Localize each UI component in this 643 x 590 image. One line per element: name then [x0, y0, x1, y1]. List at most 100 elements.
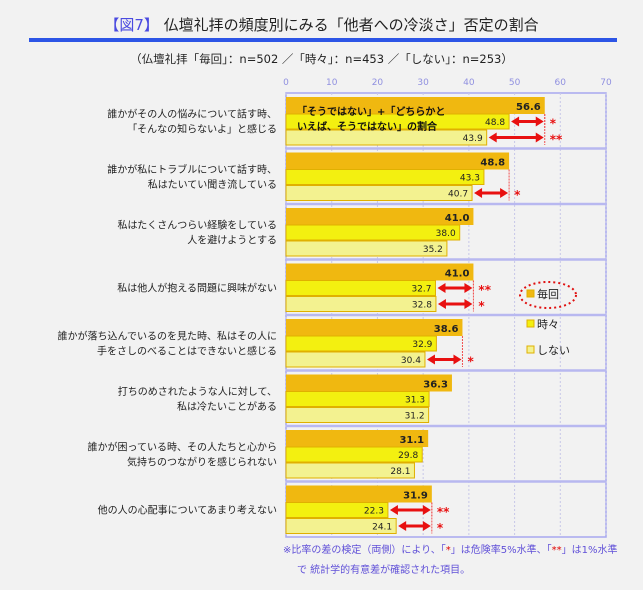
data-label: 36.3 [423, 380, 448, 391]
category-label: 打ちのめされたような人に対して、 [118, 385, 277, 398]
note-text: 」は危険率5%水準、「 [450, 545, 552, 556]
data-label: 29.8 [398, 451, 418, 461]
data-label: 43.9 [463, 134, 483, 144]
legend-label: しない [537, 344, 570, 357]
title-underline [29, 38, 617, 42]
bar-毎回 [286, 263, 474, 281]
significance-mark: * [467, 355, 474, 369]
significance-mark: ** [437, 505, 450, 519]
legend-swatch [526, 319, 535, 328]
bar-時々 [285, 113, 510, 130]
data-label: 31.2 [405, 412, 425, 422]
annotation-text: 「そうではない」+「どちらかと [297, 105, 445, 118]
bar-毎回 [286, 319, 463, 336]
note-star: ** [551, 545, 562, 556]
x-tick-label: 50 [509, 78, 521, 88]
arrow-head [422, 521, 431, 531]
x-tick-label: 10 [326, 78, 338, 88]
arrow-head [464, 283, 473, 293]
data-label: 40.7 [448, 190, 468, 200]
bar-しない [285, 240, 448, 257]
significance-mark: * [478, 299, 485, 313]
annotation-text: いえば、そうではない」の割合 [297, 120, 438, 133]
data-label: 28.1 [390, 467, 410, 477]
x-tick-label: 0 [283, 78, 289, 88]
data-label: 56.6 [516, 102, 541, 113]
significance-mark: * [514, 188, 521, 202]
data-label: 22.3 [364, 507, 384, 517]
data-label: 48.8 [485, 118, 505, 128]
bar-毎回 [286, 152, 510, 170]
data-label: 31.1 [399, 435, 424, 446]
data-label: 48.8 [480, 158, 505, 169]
data-label: 32.7 [411, 285, 431, 295]
bar-毎回 [286, 374, 452, 392]
data-label: 41.0 [445, 269, 470, 280]
legend-label: 時々 [537, 318, 559, 331]
arrow-head [453, 354, 462, 365]
category-label: 私はたいてい聞き流している [148, 178, 277, 191]
arrow-head [464, 299, 473, 309]
significance-mark: ** [550, 133, 563, 147]
category-label: 私は他人が抱える問題に興味がない [117, 281, 277, 294]
category-label: 手をさしのべることはできないと感じる [97, 344, 277, 357]
data-label: 32.9 [412, 340, 432, 350]
bar-しない [285, 185, 473, 201]
bar-時々 [285, 502, 389, 518]
bar-しない [285, 407, 430, 423]
note-text: で 統計学的有意差が確認された項目。 [297, 565, 471, 576]
bar-毎回 [286, 485, 432, 503]
data-label: 43.3 [460, 174, 480, 184]
note-text: ※比率の差の検定（両側）により、「 [283, 545, 446, 556]
chart-subtitle: （仏壇礼拝「毎回」：n=502 ／「時々」：n=453 ／「しない」：n=253… [130, 52, 513, 66]
data-label: 35.2 [423, 245, 443, 255]
arrow-head [389, 505, 398, 515]
category-label: 誰かが私にトラブルについて話す時、 [107, 163, 277, 176]
arrow-head [437, 299, 446, 309]
data-label: 30.4 [401, 356, 421, 366]
figure-number: 【図7】 [104, 16, 159, 34]
category-label: 誰かが困っている時、その人たちと心から [88, 440, 278, 453]
category-label: 誰かが落ち込んでいるのを見た時、私はその人に [58, 329, 278, 342]
bar-時々 [285, 224, 461, 241]
significance-mark: ** [478, 283, 491, 297]
bar-しない [285, 518, 397, 534]
data-label: 41.0 [445, 213, 470, 224]
legend-highlight [519, 281, 577, 309]
data-label: 38.0 [436, 229, 456, 239]
legend-swatch [526, 289, 535, 298]
title-text: 仏壇礼拝の頻度別にみる「他者への冷淡さ」否定の割合 [163, 16, 539, 34]
arrow-head [488, 132, 497, 143]
data-label: 24.1 [372, 523, 392, 533]
arrow-head [535, 116, 544, 127]
significance-mark: * [550, 117, 557, 131]
category-label: 誰かがその人の悩みについて話す時、 [107, 107, 277, 120]
data-label: 38.6 [434, 324, 459, 335]
arrow-head [422, 505, 431, 515]
data-label: 31.3 [405, 396, 425, 406]
category-label: 気持ちのつながりを感じられない [127, 455, 277, 468]
bar-しない [285, 462, 415, 479]
legend-label: 毎回 [537, 288, 559, 301]
bar-しない [285, 351, 426, 368]
note-text: 」は1%水準 [561, 545, 618, 556]
x-tick-label: 20 [372, 78, 384, 88]
arrow-head [511, 116, 520, 127]
x-tick-label: 30 [417, 78, 429, 88]
significance-mark: * [437, 521, 444, 535]
bar-毎回 [286, 208, 474, 225]
bar-時々 [285, 391, 430, 407]
bar-しない [285, 296, 437, 312]
x-tick-label: 70 [600, 78, 612, 88]
bar-毎回 [286, 97, 545, 114]
note-star: * [445, 545, 451, 556]
category-label: 人を避けようとする [187, 233, 277, 246]
footnote: ※比率の差の検定（両側）により、「*」は危険率5%水準、「**」は1%水準 で … [283, 541, 618, 581]
bar-毎回 [286, 430, 429, 447]
x-tick-label: 40 [463, 78, 475, 88]
arrow-head [437, 283, 446, 293]
category-label: 私は冷たいことがある [177, 400, 277, 413]
bar-時々 [285, 169, 485, 185]
